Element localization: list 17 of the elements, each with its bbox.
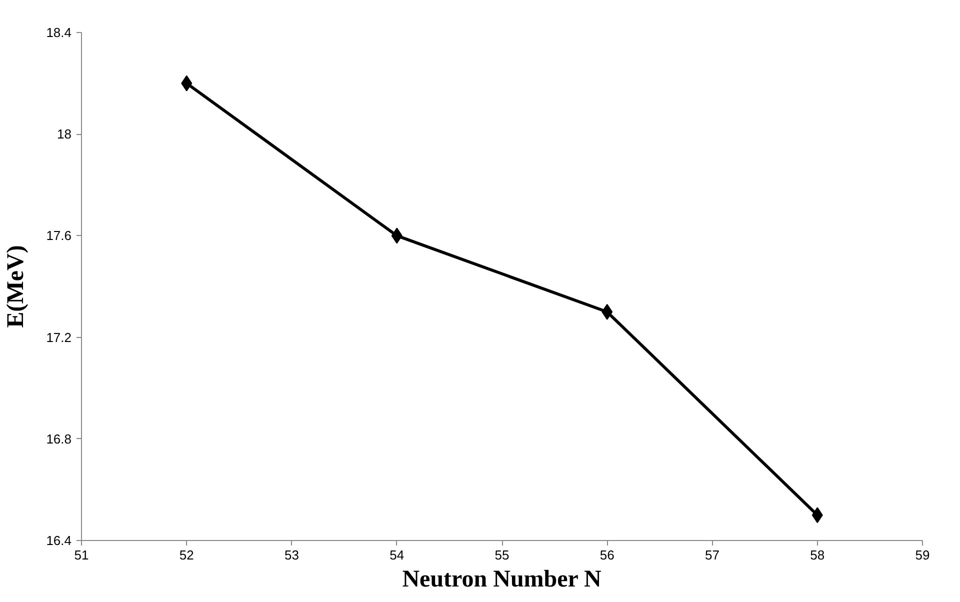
y-tick-label: 16.4	[46, 533, 72, 548]
x-tick-label: 52	[179, 548, 194, 562]
x-tick-label: 57	[705, 548, 720, 562]
x-tick-label: 53	[284, 548, 299, 562]
x-tick-label: 58	[810, 548, 825, 562]
y-tick-label: 17.6	[46, 228, 72, 244]
y-tick-label: 17.2	[46, 330, 72, 345]
x-tick-label: 55	[494, 548, 510, 562]
x-tick-label: 59	[915, 548, 930, 562]
y-tick-label: 18.4	[46, 25, 72, 40]
x-tick-label: 56	[600, 548, 614, 562]
y-tick-label: 16.8	[46, 431, 72, 446]
x-tick-label: 51	[74, 548, 89, 562]
x-axis-title: Neutron Number N	[402, 566, 602, 592]
y-tick-label: 18	[57, 126, 72, 142]
y-axis-title: E(MeV)	[3, 245, 30, 328]
x-tick-label: 54	[390, 548, 404, 562]
